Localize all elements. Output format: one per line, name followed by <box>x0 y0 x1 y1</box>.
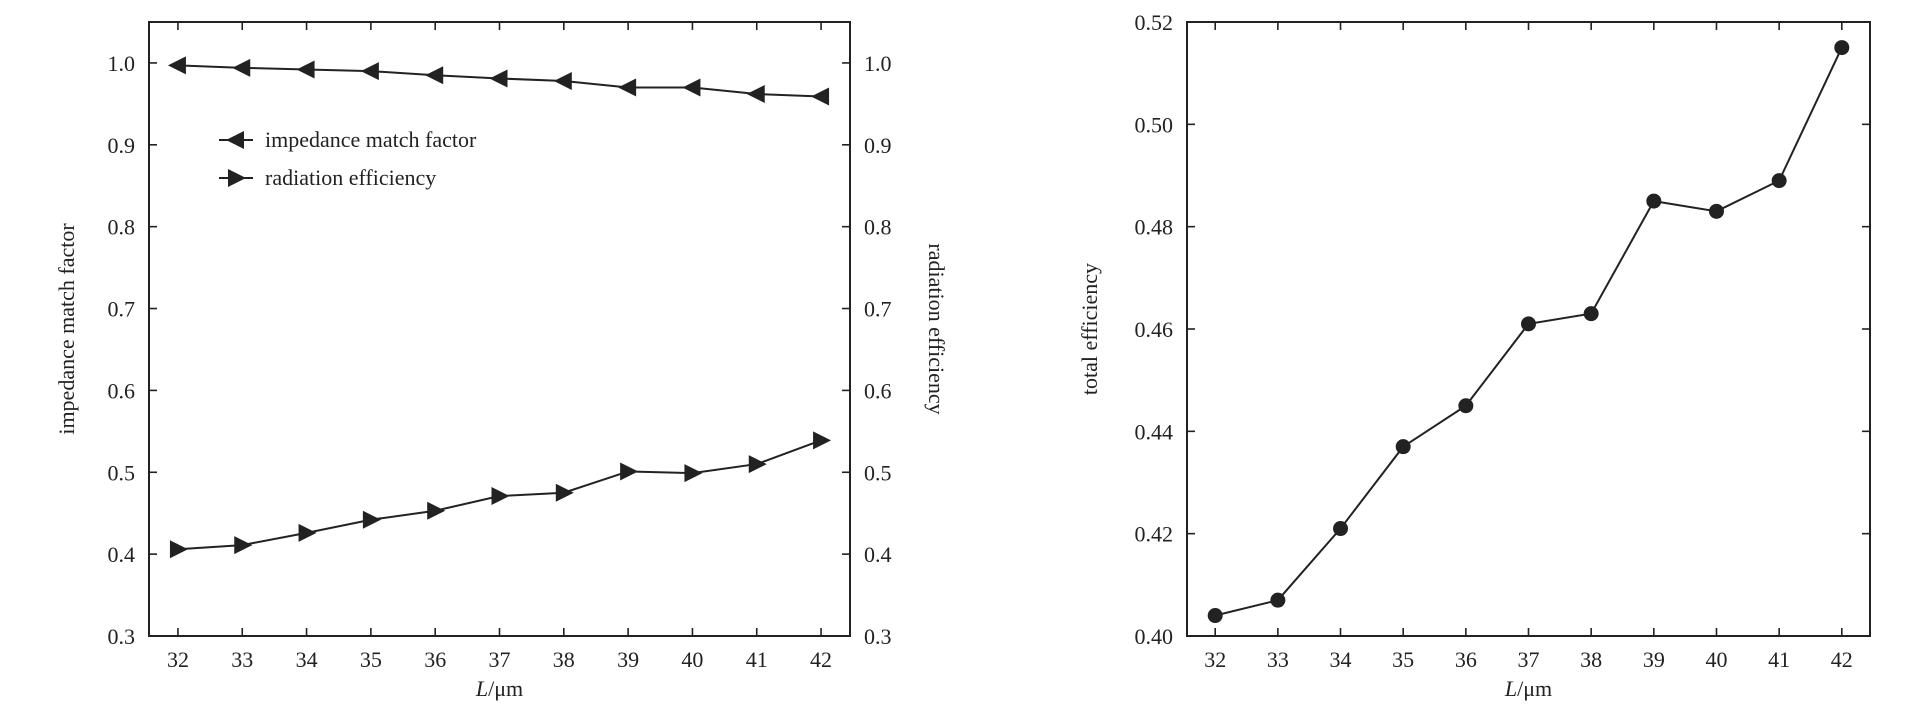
left-y-tick-label-right: 0.8 <box>864 215 892 240</box>
right-data-point <box>1708 203 1724 219</box>
left-data-point <box>618 78 637 97</box>
right-data-point <box>1270 592 1286 608</box>
left-y-axis-label-right: radiation efficiency <box>924 243 949 414</box>
left-y-tick-label-right: 0.6 <box>864 378 892 403</box>
left-legend-marker <box>226 131 244 149</box>
left-data-point <box>555 483 574 502</box>
right-x-tick-label: 41 <box>1768 647 1790 672</box>
right-x-tick-label: 32 <box>1204 647 1226 672</box>
right-x-tick-label: 34 <box>1330 647 1352 672</box>
chart-right-total-efficiency: 32 33 34 35 36 37 38 39 40 41 42 0.40 0.42 0.44 0.46 0.… <box>1077 10 1871 701</box>
right-data-point <box>1834 40 1850 56</box>
left-data-point <box>362 510 381 529</box>
right-x-axis-label: L/μm <box>1504 676 1552 701</box>
left-series-2 <box>169 431 832 559</box>
left-x-tick-label: 38 <box>553 647 575 672</box>
left-x-axis-label: L/μm <box>475 676 523 701</box>
left-y-tick-label: 0.7 <box>108 297 136 322</box>
left-y-tick-label-right: 0.7 <box>864 297 892 322</box>
left-y-tick-label-right: 0.4 <box>864 542 892 567</box>
right-data-point <box>1458 398 1474 414</box>
right-y-tick-label: 0.46 <box>1135 317 1174 342</box>
left-y-tick-label: 1.0 <box>108 51 136 76</box>
left-legend-label: impedance match factor <box>265 127 477 152</box>
left-y-tick-label: 0.4 <box>108 542 136 567</box>
left-y-axis-label: impedance match factor <box>54 223 79 435</box>
left-y-tick-label-right: 0.5 <box>864 460 892 485</box>
right-data-point <box>1771 173 1787 189</box>
left-data-point <box>553 71 572 90</box>
left-x-tick-label: 39 <box>617 647 639 672</box>
left-y-tick-label: 0.6 <box>108 378 136 403</box>
left-data-point <box>491 487 510 506</box>
left-data-point <box>746 85 765 104</box>
right-x-tick-label: 38 <box>1580 647 1602 672</box>
left-data-point <box>234 536 253 555</box>
left-y-tick-label-right: 1.0 <box>864 51 892 76</box>
left-data-point <box>167 56 186 75</box>
left-legend-marker <box>228 169 246 187</box>
left-legend-label: radiation efficiency <box>265 165 436 190</box>
left-data-point <box>169 540 188 559</box>
left-x-tick-label: 40 <box>681 647 703 672</box>
right-y-tick-label: 0.52 <box>1135 10 1174 35</box>
left-data-point <box>232 58 251 77</box>
left-data-point <box>298 523 317 542</box>
left-data-point <box>489 69 508 88</box>
left-y-tick-label: 0.8 <box>108 215 136 240</box>
right-x-tick-label: 36 <box>1455 647 1477 672</box>
left-series-1 <box>167 56 830 106</box>
right-y-tick-label: 0.44 <box>1135 419 1174 444</box>
left-x-tick-label: 36 <box>424 647 446 672</box>
right-y-tick-label: 0.48 <box>1135 215 1174 240</box>
right-y-axis-label: total efficiency <box>1077 263 1102 395</box>
right-data-point <box>1583 306 1599 322</box>
right-x-tick-label: 42 <box>1831 647 1853 672</box>
left-data-point <box>748 455 767 474</box>
right-data-point <box>1521 316 1536 332</box>
right-data-point <box>1646 193 1662 209</box>
right-y-tick-label: 0.50 <box>1135 112 1174 137</box>
left-y-tick-label: 0.9 <box>108 133 136 158</box>
left-y-tick-label: 0.5 <box>108 460 136 485</box>
right-x-tick-label: 37 <box>1518 647 1540 672</box>
left-data-point <box>682 78 701 97</box>
left-y-tick-label-right: 0.3 <box>864 624 892 649</box>
left-y-tick-label: 0.3 <box>108 624 136 649</box>
left-data-point <box>425 66 444 85</box>
left-x-tick-label: 34 <box>296 647 318 672</box>
right-x-tick-label: 33 <box>1267 647 1289 672</box>
left-legend: impedance match factor radiation efficien… <box>219 127 477 190</box>
right-x-tick-label: 40 <box>1705 647 1727 672</box>
right-x-tick-label: 35 <box>1392 647 1414 672</box>
left-data-point <box>296 60 315 79</box>
left-x-tick-label: 35 <box>360 647 382 672</box>
right-data-point <box>1395 439 1411 455</box>
left-data-point <box>684 464 703 483</box>
left-data-point <box>811 87 830 106</box>
left-data-point <box>620 462 639 481</box>
left-data-point <box>813 431 832 450</box>
chart-left-impedance-radiation: 32 33 34 35 36 37 38 39 40 41 42 0.3 0.4 0.5 0.6 0.7 0.8… <box>54 21 949 701</box>
left-data-point <box>360 62 379 81</box>
right-series-1 <box>1207 40 1850 624</box>
right-y-tick-label: 0.42 <box>1135 522 1174 547</box>
left-x-tick-label: 32 <box>167 647 189 672</box>
left-plot-frame <box>148 21 851 637</box>
right-y-tick-label: 0.40 <box>1135 624 1174 649</box>
right-series-line <box>1214 47 1843 617</box>
left-data-point <box>427 501 446 520</box>
right-data-point <box>1333 521 1349 537</box>
left-x-tick-label: 41 <box>746 647 768 672</box>
left-x-tick-label: 37 <box>489 647 511 672</box>
left-x-tick-label: 42 <box>810 647 832 672</box>
right-data-point <box>1207 608 1223 624</box>
right-x-tick-label: 39 <box>1643 647 1665 672</box>
left-y-tick-label-right: 0.9 <box>864 133 892 158</box>
left-x-tick-label: 33 <box>231 647 253 672</box>
